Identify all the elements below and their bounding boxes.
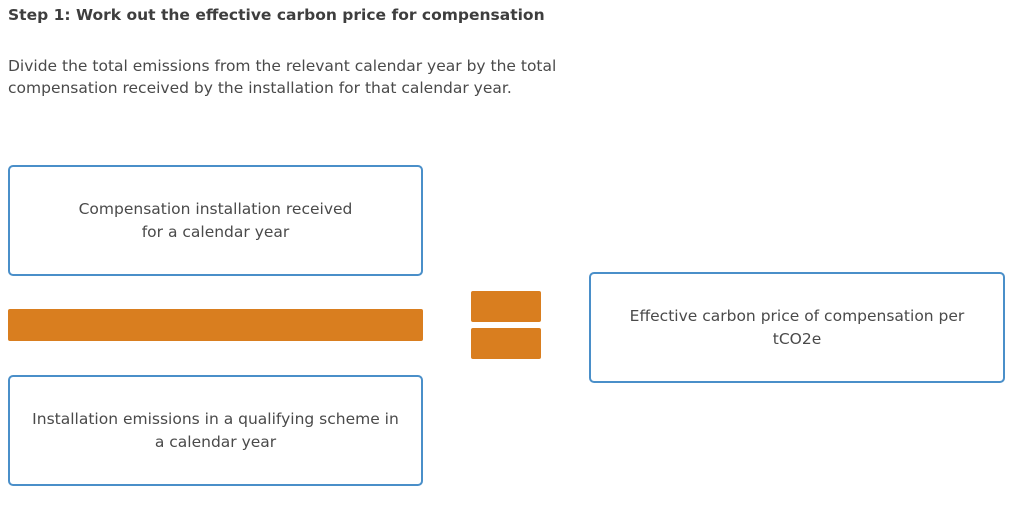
- numerator-box: Compensation installation received for a…: [8, 165, 423, 276]
- step-heading: Step 1: Work out the effective carbon pr…: [8, 6, 545, 24]
- division-bar: [8, 309, 423, 341]
- result-box: Effective carbon price of compensation p…: [589, 272, 1005, 383]
- denominator-box: Installation emissions in a qualifying s…: [8, 375, 423, 486]
- result-label: Effective carbon price of compensation p…: [629, 306, 965, 348]
- equals-sign-top-bar: [471, 291, 541, 322]
- equals-sign-bottom-bar: [471, 328, 541, 359]
- numerator-label: Compensation installation received for a…: [78, 199, 353, 241]
- intro-text: Divide the total emissions from the rele…: [8, 57, 557, 97]
- denominator-label: Installation emissions in a qualifying s…: [32, 409, 399, 451]
